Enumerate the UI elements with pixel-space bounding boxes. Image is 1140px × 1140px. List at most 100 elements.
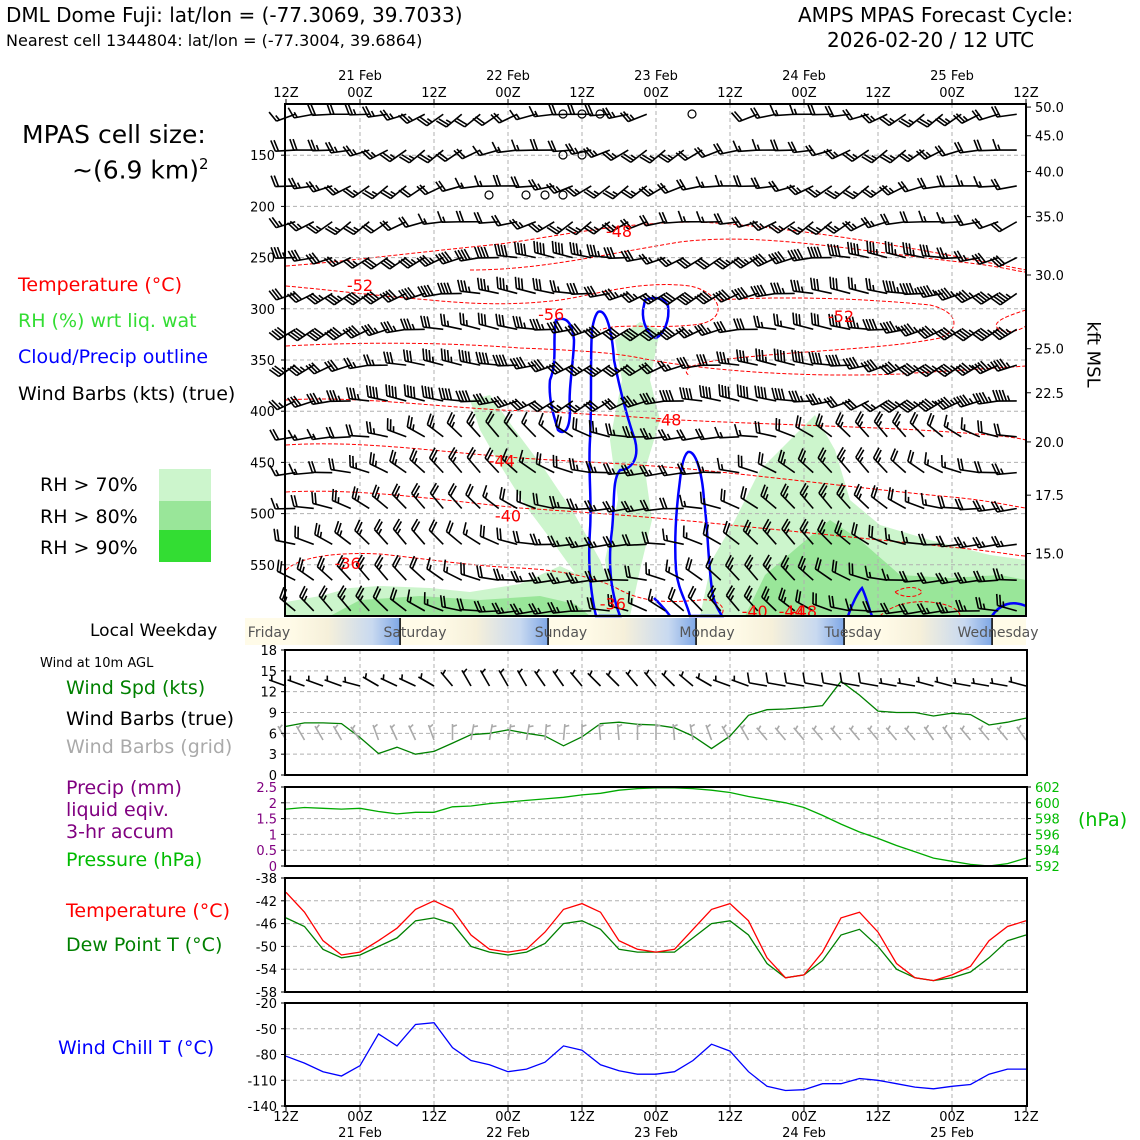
xs-wind-barb-flag (570, 364, 581, 373)
xs-wind-barb-flag (999, 594, 1002, 607)
xs-wind-barb-flag (395, 493, 400, 500)
xs-wind-barb-flag (785, 528, 790, 535)
contour-label: -36 (335, 554, 361, 573)
xs-wind-barb-flag (411, 450, 418, 462)
xs-wind-barb-flag (702, 522, 707, 535)
xs-wind-barb-flag (374, 460, 378, 467)
xs-wind-barb (980, 292, 999, 305)
wind-barb-true-flag (442, 669, 447, 675)
xs-wind-barb (608, 604, 629, 612)
xs-wind-barb-flag (936, 211, 943, 224)
xs-wind-barb-flag (468, 413, 476, 425)
wind-barb-grid-flag (850, 725, 854, 731)
xs-wind-barb (738, 395, 758, 402)
xs-wind-barb-flag (900, 180, 909, 192)
xs-wind-barb (795, 600, 814, 612)
xs-wind-barb-flag (299, 585, 306, 597)
xs-wind-barb-flag (977, 461, 983, 473)
xs-wind-barb-flag (987, 396, 992, 403)
xs-wind-barb-flag (889, 117, 895, 123)
xs-wind-barb (627, 113, 648, 123)
xs-wind-barb-flag (570, 324, 580, 335)
xs-wind-barb (762, 564, 777, 581)
xs-wind-barb-flag (662, 293, 674, 302)
xs-wind-barb-flag (492, 354, 499, 367)
top-date-label: 22 Feb (486, 69, 530, 84)
wind-barb-grid (470, 724, 475, 741)
xs-wind-barb-flag (790, 279, 795, 292)
xs-wind-barb (700, 185, 721, 189)
xs-wind-barb-flag (724, 554, 732, 566)
xs-wind-barb-flag (699, 491, 703, 504)
xs-wind-barb (793, 323, 814, 331)
xs-wind-barb-flag (853, 523, 858, 536)
wind-barb-grid-flag (452, 724, 458, 728)
xs-wind-barb-flag (908, 243, 912, 256)
xs-wind-barb-flag (816, 314, 820, 326)
xs-wind-barb-flag (793, 279, 798, 292)
xs-wind-barb-flag (365, 385, 369, 397)
wind-barb-grid (923, 726, 935, 741)
xs-wind-barb-flag (462, 522, 467, 534)
xs-wind-barb-flag (866, 360, 876, 371)
xs-wind-barb-flag (583, 537, 591, 549)
xs-wind-barb-flag (954, 498, 961, 510)
xs-wind-barb-flag (532, 138, 539, 151)
xs-wind-barb-flag (696, 146, 706, 157)
xs-wind-barb (922, 185, 943, 190)
legend-rh90: RH > 90% (40, 537, 138, 559)
wind-barb-true-flag (879, 678, 883, 684)
xs-wind-barb-flag (695, 176, 702, 188)
xs-wind-barb (553, 465, 573, 474)
xs-wind-barb-flag (972, 570, 980, 583)
xs-wind-barb-flag (406, 349, 410, 362)
xs-wind-barb (682, 185, 703, 191)
xs-wind-barb-flag (351, 325, 361, 335)
top-hour-label: 00Z (791, 86, 817, 101)
xs-wind-barb (701, 395, 721, 402)
xs-wind-barb (830, 254, 851, 259)
xs-wind-barb-flag (779, 320, 783, 327)
xs-wind-barb-flag (815, 189, 821, 195)
xs-wind-barb-flag (512, 315, 517, 328)
xs-wind-barb-flag (998, 291, 1009, 301)
weekday-gradient (437, 618, 549, 645)
xs-wind-barb-flag (531, 572, 539, 584)
xs-wind-barb-flag (727, 386, 730, 399)
xs-wind-barb-flag (540, 420, 545, 427)
xs-wind-barb-flag (373, 518, 381, 530)
xs-wind-barb-flag (995, 293, 1007, 302)
xs-wind-barb-flag (446, 350, 450, 362)
xs-wind-barb-flag (866, 240, 869, 253)
xs-wind-barb-flag (603, 568, 610, 580)
xs-wind-barb-flag (916, 177, 924, 190)
xs-wind-barb-flag (601, 368, 613, 378)
xs-wind-barb-flag (289, 138, 295, 151)
xs-wind-barb-flag (838, 449, 846, 461)
xs-wind-barb-flag (323, 257, 334, 268)
xs-wind-barb-flag (799, 482, 807, 494)
xs-wind-barb-flag (722, 520, 728, 533)
xs-wind-barb-flag (274, 365, 285, 374)
xs-wind-barb-flag (564, 143, 573, 155)
xs-wind-barb-flag (535, 493, 539, 506)
xs-wind-barb-flag (476, 277, 480, 290)
xs-wind-barb-flag (271, 330, 282, 339)
xs-wind-barb-flag (479, 524, 483, 537)
xs-wind-barb-flag (639, 428, 647, 440)
wind-barb-grid (488, 724, 494, 741)
xs-wind-barb-flag (993, 423, 998, 435)
xs-wind-barb (885, 328, 906, 334)
xs-wind-barb-flag (719, 351, 724, 364)
xs-wind-barb-flag (838, 321, 841, 328)
wind-barb-grid-flag (428, 723, 434, 728)
xs-wind-barb-flag (808, 225, 820, 234)
xs-wind-barb-flag (441, 252, 450, 263)
xs-wind-barb (684, 256, 703, 269)
xs-wind-barb (756, 396, 777, 402)
xs-wind-barb-flag (938, 572, 946, 584)
xs-wind-barb-flag (289, 365, 300, 375)
xs-wind-barb-flag (385, 257, 396, 266)
xs-wind-barb-flag (382, 220, 392, 230)
xs-wind-barb-flag (879, 602, 887, 614)
